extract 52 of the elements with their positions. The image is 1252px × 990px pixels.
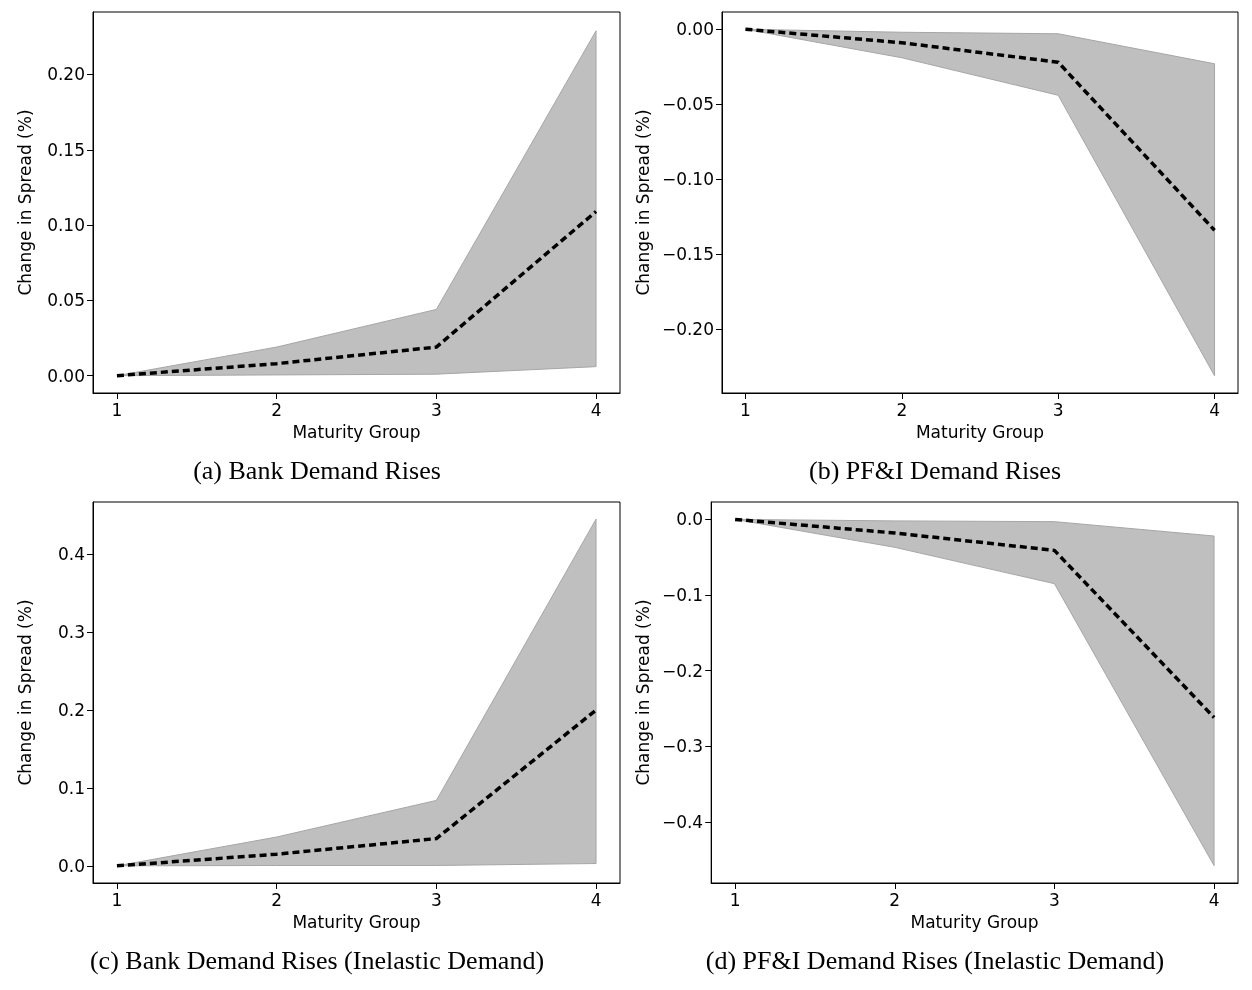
y-tick-label: −0.2 [661, 660, 704, 681]
y-tick-label: −0.3 [661, 736, 704, 757]
x-axis-title: Maturity Group [292, 421, 421, 442]
y-tick-label: −0.20 [661, 319, 714, 340]
x-tick-label: 2 [271, 889, 283, 910]
y-tick-label: −0.05 [661, 94, 714, 115]
x-tick-label: 2 [896, 399, 908, 420]
y-tick-label: 0.20 [47, 64, 85, 85]
y-tick-label: 0.0 [676, 509, 704, 530]
y-tick-label: 0.2 [57, 700, 85, 721]
x-tick-label: 4 [1209, 399, 1220, 420]
x-axis-title: Maturity Group [910, 911, 1039, 932]
x-tick-label: 1 [729, 889, 741, 910]
text: (c) Bank Demand Rises (Inelastic Demand) [89, 945, 545, 975]
y-tick-label: 0.00 [47, 365, 85, 386]
y-tick-label: −0.1 [661, 584, 704, 605]
text: (a) Bank Demand Rises [193, 455, 441, 485]
x-tick-label: 3 [430, 399, 442, 420]
y-axis-title: Change in Spread (%) [632, 109, 653, 296]
y-tick-label: −0.15 [661, 244, 714, 265]
line-series [115, 209, 598, 378]
y-tick-label: −0.4 [661, 811, 704, 832]
y-axis-title: Change in Spread (%) [632, 599, 653, 786]
x-tick-label: 1 [740, 399, 751, 420]
y-tick-label: 0.00 [676, 19, 714, 40]
y-tick-label: 0.3 [57, 622, 85, 643]
x-axis-title: Maturity Group [915, 421, 1045, 442]
line-series [115, 708, 598, 868]
text: (b) PF&I Demand Rises [808, 455, 1062, 485]
x-tick-label: 4 [590, 399, 602, 420]
y-tick-label: 0.05 [47, 290, 85, 311]
x-tick-label: 3 [1049, 889, 1060, 910]
y-tick-label: 0.10 [47, 215, 85, 236]
x-tick-label: 1 [111, 889, 123, 910]
y-axis-title: Change in Spread (%) [14, 109, 35, 296]
x-tick-label: 1 [111, 399, 123, 420]
x-tick-label: 4 [1208, 889, 1220, 910]
y-tick-label: −0.10 [661, 169, 714, 190]
line-series [733, 517, 1216, 720]
y-axis-title: Change in Spread (%) [14, 599, 35, 786]
x-tick-label: 3 [430, 889, 442, 910]
y-tick-label: 0.15 [47, 139, 85, 160]
x-tick-label: 3 [1052, 399, 1064, 420]
y-tick-label: 0.4 [57, 544, 85, 565]
line-series [743, 27, 1217, 232]
y-tick-label: 0.1 [57, 777, 85, 798]
x-tick-label: 2 [271, 399, 283, 420]
x-tick-label: 4 [590, 889, 602, 910]
x-axis-title: Maturity Group [292, 911, 421, 932]
x-tick-label: 2 [889, 889, 901, 910]
y-tick-label: 0.0 [57, 855, 85, 876]
text: (d) PF&I Demand Rises (Inelastic Demand) [705, 945, 1165, 975]
